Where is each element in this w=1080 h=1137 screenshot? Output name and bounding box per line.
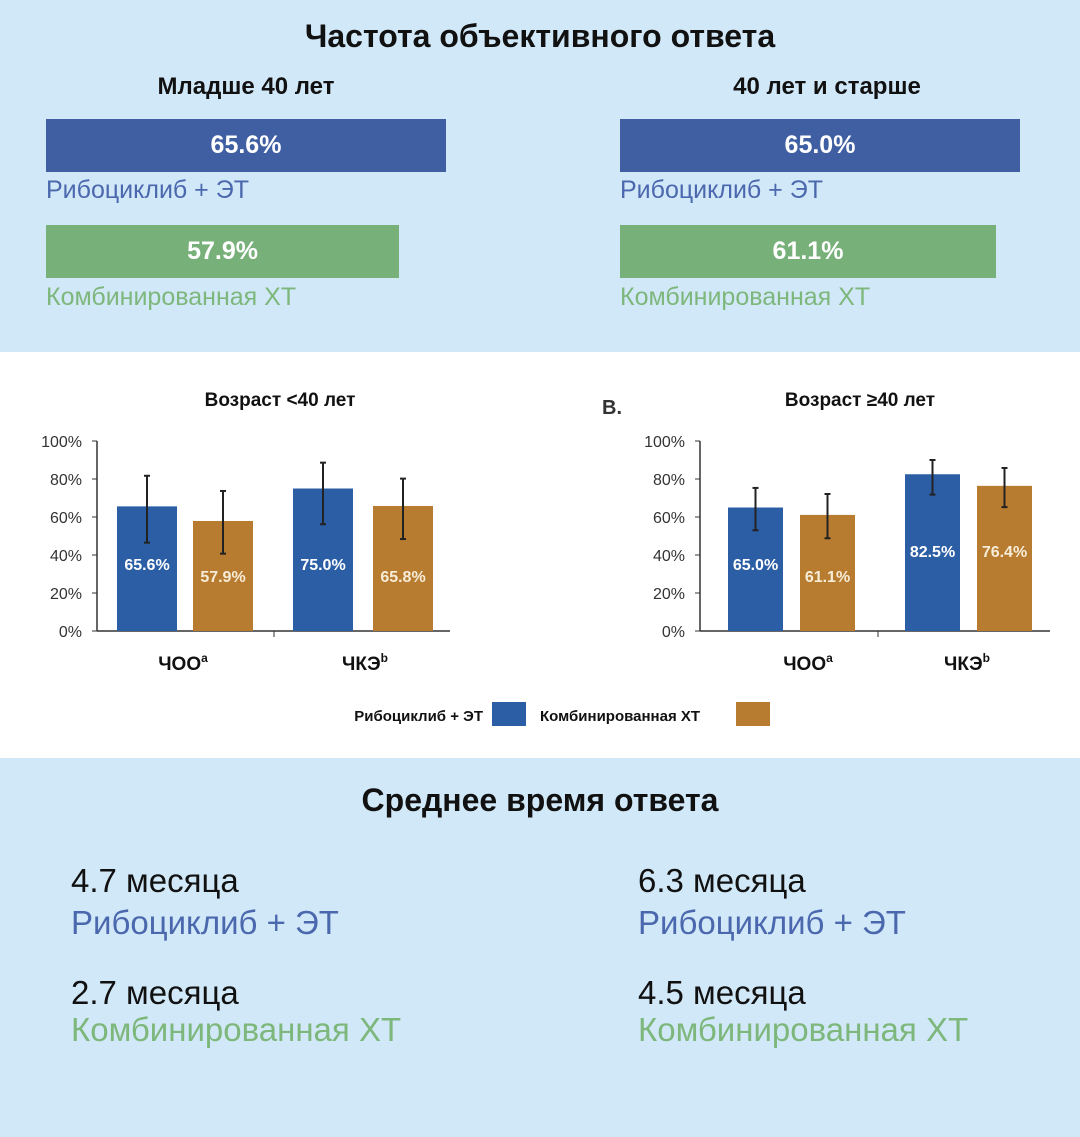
- data-label: 65.0%: [733, 557, 778, 574]
- y-tick-label: 100%: [41, 434, 82, 451]
- category-label: ЧКЭb: [944, 651, 990, 675]
- ribo-time-label-40-plus: Рибоциклиб + ЭТ: [638, 904, 906, 941]
- y-tick-label: 20%: [653, 586, 685, 603]
- data-label: 65.8%: [380, 569, 425, 586]
- y-tick-label: 60%: [50, 510, 82, 527]
- legend-chemo-label: Комбинированная ХТ: [540, 708, 700, 725]
- chemo-time-label-under-40: Комбинированная ХТ: [71, 1011, 402, 1048]
- chemo-label-40-plus: Комбинированная ХТ: [620, 283, 871, 311]
- data-label: 82.5%: [910, 544, 955, 561]
- response-time-title: Среднее время ответа: [361, 782, 719, 818]
- category-label: ЧООa: [783, 651, 833, 675]
- category-label: ЧКЭb: [342, 651, 388, 675]
- data-label: 75.0%: [300, 557, 345, 574]
- y-tick-label: 60%: [653, 510, 685, 527]
- chemo-time-40-plus: 4.5 месяца: [638, 974, 806, 1011]
- legend-chemo-swatch: [736, 702, 770, 726]
- y-tick-label: 100%: [644, 434, 685, 451]
- group-title-40-plus: 40 лет и старше: [733, 73, 921, 100]
- response-time-section: Среднее время ответа 4.7 месяца Рибоцикл…: [0, 758, 1080, 1137]
- y-tick-label: 20%: [50, 586, 82, 603]
- y-tick-label: 40%: [653, 548, 685, 565]
- ribo-label-under-40: Рибоциклиб + ЭТ: [46, 176, 249, 204]
- y-tick-label: 0%: [59, 624, 82, 641]
- data-label: 57.9%: [200, 569, 245, 586]
- group-title-under-40: Младше 40 лет: [157, 73, 335, 100]
- chart-title: Возраст ≥40 лет: [785, 390, 935, 411]
- ribo-time-label-under-40: Рибоциклиб + ЭТ: [71, 904, 339, 941]
- chemo-time-label-40-plus: Комбинированная ХТ: [638, 1011, 969, 1048]
- y-tick-label: 40%: [50, 548, 82, 565]
- data-label: 65.6%: [124, 557, 169, 574]
- y-tick-label: 80%: [653, 472, 685, 489]
- chart-title: Возраст <40 лет: [205, 390, 356, 411]
- panel-label: B.: [602, 397, 622, 419]
- orr-title: Частота объективного ответа: [304, 18, 776, 54]
- ribo-label-40-plus: Рибоциклиб + ЭТ: [620, 176, 823, 204]
- ribo-time-40-plus: 6.3 месяца: [638, 862, 806, 899]
- category-label: ЧООa: [158, 651, 208, 675]
- ribo-bar-40-plus: 65.0%: [620, 119, 1020, 172]
- legend-ribo-swatch: [492, 702, 526, 726]
- orr-section: Частота объективного ответа Младше 40 ле…: [0, 0, 1080, 352]
- bar: [905, 474, 960, 631]
- ribo-time-under-40: 4.7 месяца: [71, 862, 239, 899]
- y-tick-label: 0%: [662, 624, 685, 641]
- data-label: 76.4%: [982, 544, 1027, 561]
- ribo-bar-under-40: 65.6%: [46, 119, 446, 172]
- chemo-time-under-40: 2.7 месяца: [71, 974, 239, 1011]
- y-tick-label: 80%: [50, 472, 82, 489]
- chemo-label-under-40: Комбинированная ХТ: [46, 283, 297, 311]
- chemo-bar-40-plus: 61.1%: [620, 225, 996, 278]
- data-label: 61.1%: [805, 569, 850, 586]
- bar: [977, 485, 1032, 631]
- bar-charts: Возраст <40 лет 0% 20% 40% 60% 80% 100% ЧООa ЧКЭ…: [41, 390, 1050, 726]
- charts-section: Возраст <40 лет 0% 20% 40% 60% 80% 100% ЧООa ЧКЭ…: [0, 352, 1080, 758]
- chemo-bar-under-40: 57.9%: [46, 225, 400, 278]
- legend-ribo-label: Рибоциклиб + ЭТ: [354, 708, 483, 725]
